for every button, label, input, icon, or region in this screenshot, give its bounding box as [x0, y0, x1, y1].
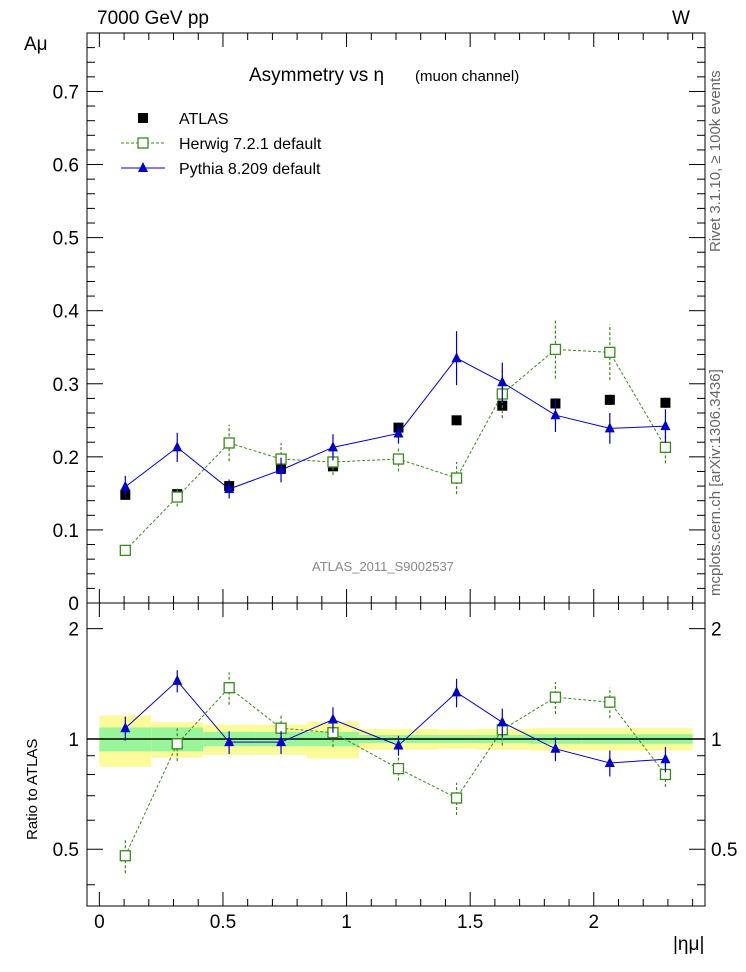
y-tick-label: 0.7: [53, 82, 79, 103]
pythia-ratio-point: [393, 739, 404, 750]
chart-title: Asymmetry vs η: [249, 65, 384, 86]
legend-marker: [138, 113, 148, 123]
y-tick-label: 0.5: [53, 229, 79, 250]
herwig-point: [223, 437, 235, 449]
pythia-point: [172, 441, 183, 452]
legend-label: Pythia 8.209 default: [179, 161, 321, 178]
pythia-ratio-point: [276, 736, 287, 747]
pythia-point: [604, 422, 615, 433]
y-tick-label: 0.6: [53, 156, 79, 177]
legend-marker: [137, 137, 149, 149]
pythia-point: [120, 480, 131, 491]
y-tick-label: 0.2: [53, 448, 79, 469]
legend-marker: [138, 162, 148, 172]
pythia-point: [451, 352, 462, 363]
herwig-ratio-point: [223, 682, 235, 694]
pythia-point: [550, 409, 561, 420]
chart-title-suffix: (muon channel): [415, 68, 519, 85]
pythia-ratio-point: [550, 742, 561, 753]
pythia-point: [660, 420, 671, 431]
pythia-ratio-point: [604, 756, 615, 767]
pythia-ratio-point: [327, 713, 338, 724]
ratio-y-tick-label: 2: [68, 620, 79, 641]
ratio-y-tick-label-right: 0.5: [711, 840, 737, 861]
y-tick-label: 0.3: [53, 375, 79, 396]
legend-label: Herwig 7.2.1 default: [179, 136, 322, 153]
header-process-label: W: [672, 8, 690, 29]
mcplots-label: mcplots.cern.ch [arXiv:1306.3436]: [707, 369, 724, 596]
herwig-point: [604, 346, 616, 358]
chart-axes: 0 0.5 1 1.5 2 0 0.1 0.2 0.3 0.4 0.5 0.6 0.7 0.5 0.5 1 1 2…: [53, 32, 737, 933]
herwig-line: [124, 348, 666, 551]
chart-labels: Asymmetry vs η (muon channel) ATLAS_2011…: [24, 34, 704, 955]
herwig-ratio-point: [171, 738, 183, 750]
herwig-ratio-point: [450, 792, 463, 804]
header-energy-label: 7000 GeV pp: [97, 8, 209, 29]
pythia-ratio-point: [497, 716, 508, 727]
rivet-version-label: Rivet 3.1.10, ≥ 100k events: [707, 70, 724, 252]
herwig-ratio-point: [119, 850, 131, 862]
ratio-y-tick-label: 1: [68, 730, 79, 751]
herwig-ratio-point: [392, 762, 405, 775]
pythia-ratio-point: [224, 736, 235, 747]
herwig-point: [549, 343, 562, 356]
pythia-ratio-point: [120, 722, 131, 733]
x-tick-label: 1: [341, 912, 352, 933]
herwig-ratio-point: [604, 696, 616, 708]
x-tick-label: 1.5: [457, 912, 483, 933]
pythia-ratio-point: [451, 686, 462, 697]
pythia-point: [276, 464, 287, 474]
herwig-point: [450, 472, 463, 484]
x-tick-label: 0: [94, 912, 105, 933]
herwig-ratio-point: [549, 691, 562, 703]
legend: ATLAS Herwig 7.2.1 default Pythia 8.209 de…: [121, 111, 322, 178]
y-tick-label: 0.4: [53, 302, 80, 323]
herwig-point: [392, 453, 405, 465]
legend-label: ATLAS: [179, 111, 229, 128]
pythia-point: [327, 441, 338, 452]
y-tick-label: 0: [68, 594, 79, 615]
x-tick-label: 0.5: [210, 912, 236, 933]
x-tick-label: 2: [588, 912, 599, 933]
atlas-point: [660, 397, 671, 408]
ratio-y-tick-label: 0.5: [53, 840, 79, 861]
chart-marks: [119, 320, 672, 874]
pythia-ratio-point: [172, 674, 183, 685]
atlas-point: [451, 415, 462, 426]
y-tick-label: 0.1: [53, 521, 79, 542]
pythia-ratio-point: [660, 753, 671, 764]
ratio-y-tick-label-right: 2: [711, 620, 722, 641]
herwig-point: [171, 491, 183, 503]
pythia-point: [224, 483, 235, 493]
herwig-point: [659, 441, 672, 453]
y-axis-label: Aμ: [24, 34, 48, 55]
pythia-point: [393, 427, 404, 438]
ratio-y-tick-label-right: 1: [711, 730, 722, 751]
ratio-y-axis-label: Ratio to ATLAS: [24, 739, 41, 840]
x-axis-label: |ημ|: [673, 934, 704, 955]
analysis-label: ATLAS_2011_S9002537: [312, 559, 454, 574]
pythia-point: [497, 376, 508, 387]
atlas-point: [604, 394, 615, 405]
herwig-point: [119, 544, 131, 557]
